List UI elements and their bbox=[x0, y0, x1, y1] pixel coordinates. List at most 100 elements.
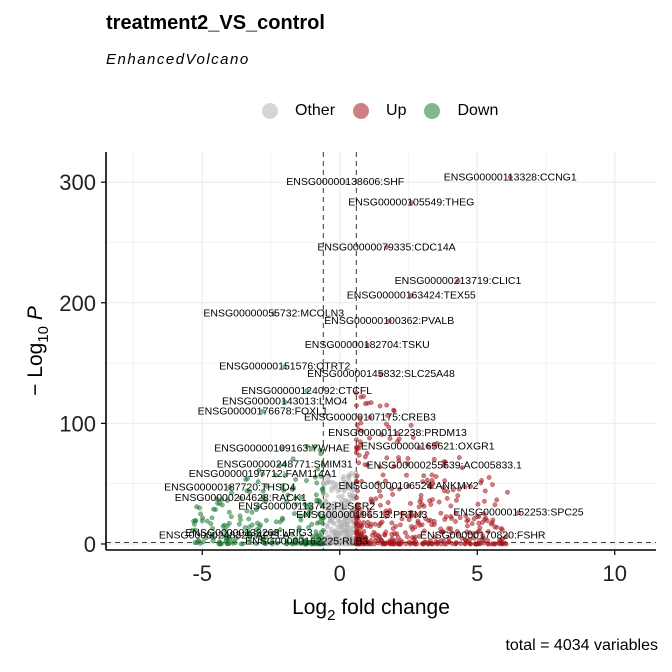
data-point bbox=[454, 528, 460, 534]
data-point bbox=[217, 541, 223, 547]
gene-label: ENSG00000162225:RLB3 bbox=[245, 536, 368, 548]
data-point bbox=[391, 407, 396, 413]
data-point bbox=[481, 511, 487, 516]
gene-label: ENSG00000152253:SPC25 bbox=[453, 507, 583, 519]
data-point bbox=[429, 472, 435, 478]
data-point bbox=[395, 430, 400, 436]
data-point bbox=[347, 525, 353, 531]
data-point bbox=[440, 529, 446, 535]
data-point bbox=[333, 540, 339, 546]
data-point bbox=[367, 513, 373, 519]
data-point bbox=[324, 493, 330, 498]
gene-label: ENSG00000255639:AC005833.1 bbox=[367, 460, 522, 472]
data-point bbox=[292, 495, 298, 501]
data-point bbox=[345, 473, 351, 479]
data-point bbox=[284, 499, 289, 505]
data-point bbox=[432, 534, 438, 540]
data-point bbox=[209, 534, 214, 539]
data-point bbox=[344, 522, 350, 528]
data-point bbox=[431, 443, 437, 449]
data-point bbox=[323, 498, 329, 504]
data-point bbox=[475, 529, 481, 535]
data-point bbox=[468, 541, 473, 547]
data-point bbox=[503, 534, 509, 539]
data-point bbox=[353, 390, 359, 396]
data-point bbox=[418, 492, 424, 498]
data-point bbox=[219, 497, 224, 503]
data-point bbox=[325, 534, 331, 539]
data-point bbox=[318, 473, 324, 479]
data-point bbox=[368, 400, 374, 405]
data-point bbox=[226, 509, 232, 515]
data-point bbox=[320, 516, 326, 521]
data-point bbox=[433, 474, 439, 479]
data-point bbox=[446, 535, 452, 541]
data-point bbox=[274, 540, 280, 546]
data-point bbox=[290, 456, 296, 462]
data-point bbox=[339, 512, 345, 518]
data-point bbox=[256, 503, 261, 509]
data-point bbox=[489, 520, 495, 526]
data-point bbox=[486, 475, 492, 480]
data-point bbox=[292, 511, 297, 517]
data-point bbox=[413, 513, 419, 519]
data-point bbox=[313, 532, 319, 538]
data-point bbox=[324, 476, 330, 482]
data-point bbox=[471, 531, 476, 536]
data-point bbox=[293, 536, 299, 542]
data-point bbox=[341, 474, 346, 479]
gene-label: ENSG00000105549:THEG bbox=[348, 197, 474, 209]
data-point bbox=[362, 462, 368, 468]
data-point bbox=[405, 461, 410, 467]
gene-label: ENSG00000248329:APELA bbox=[159, 530, 290, 542]
data-point bbox=[328, 526, 334, 532]
data-point bbox=[280, 483, 285, 489]
gene-label: ENSG00000204628:RACK1 bbox=[175, 492, 307, 504]
gene-label: ENSG00000109163:YWHAE bbox=[214, 443, 349, 455]
legend-dot-other bbox=[262, 103, 278, 119]
data-point bbox=[309, 446, 314, 452]
data-point bbox=[358, 420, 364, 426]
data-point bbox=[358, 394, 364, 400]
data-point bbox=[338, 500, 344, 506]
data-point bbox=[441, 463, 447, 468]
data-point bbox=[364, 539, 370, 545]
data-point bbox=[362, 535, 367, 541]
data-point bbox=[499, 541, 505, 547]
data-point bbox=[494, 524, 500, 530]
legend-dot-up bbox=[353, 103, 370, 119]
data-point bbox=[421, 473, 427, 479]
data-point bbox=[490, 541, 496, 547]
x-axis-title: Log2 fold change bbox=[292, 596, 450, 624]
data-point bbox=[453, 510, 459, 516]
data-point bbox=[391, 463, 397, 469]
data-point bbox=[306, 509, 312, 515]
gene-label: ENSG00000165621:OXGR1 bbox=[361, 440, 495, 452]
data-point bbox=[299, 534, 304, 540]
data-point bbox=[379, 519, 385, 525]
data-point bbox=[376, 533, 381, 538]
data-point bbox=[479, 478, 485, 483]
data-point bbox=[244, 508, 250, 514]
data-point bbox=[198, 511, 203, 517]
data-point bbox=[289, 532, 295, 537]
data-point bbox=[402, 530, 408, 536]
data-point bbox=[380, 472, 386, 478]
data-point bbox=[370, 499, 376, 505]
data-point bbox=[385, 539, 391, 545]
data-point bbox=[355, 488, 360, 494]
data-point bbox=[475, 501, 481, 507]
data-point bbox=[349, 511, 355, 517]
data-point bbox=[334, 481, 339, 487]
data-point bbox=[417, 445, 422, 450]
data-point bbox=[399, 516, 405, 522]
data-point bbox=[246, 524, 252, 530]
data-point bbox=[344, 498, 349, 504]
data-point bbox=[256, 467, 262, 473]
data-point bbox=[457, 515, 463, 521]
data-point bbox=[363, 401, 368, 407]
data-point bbox=[378, 502, 383, 508]
data-point bbox=[273, 519, 279, 525]
data-point bbox=[390, 492, 396, 497]
data-point bbox=[298, 495, 304, 500]
